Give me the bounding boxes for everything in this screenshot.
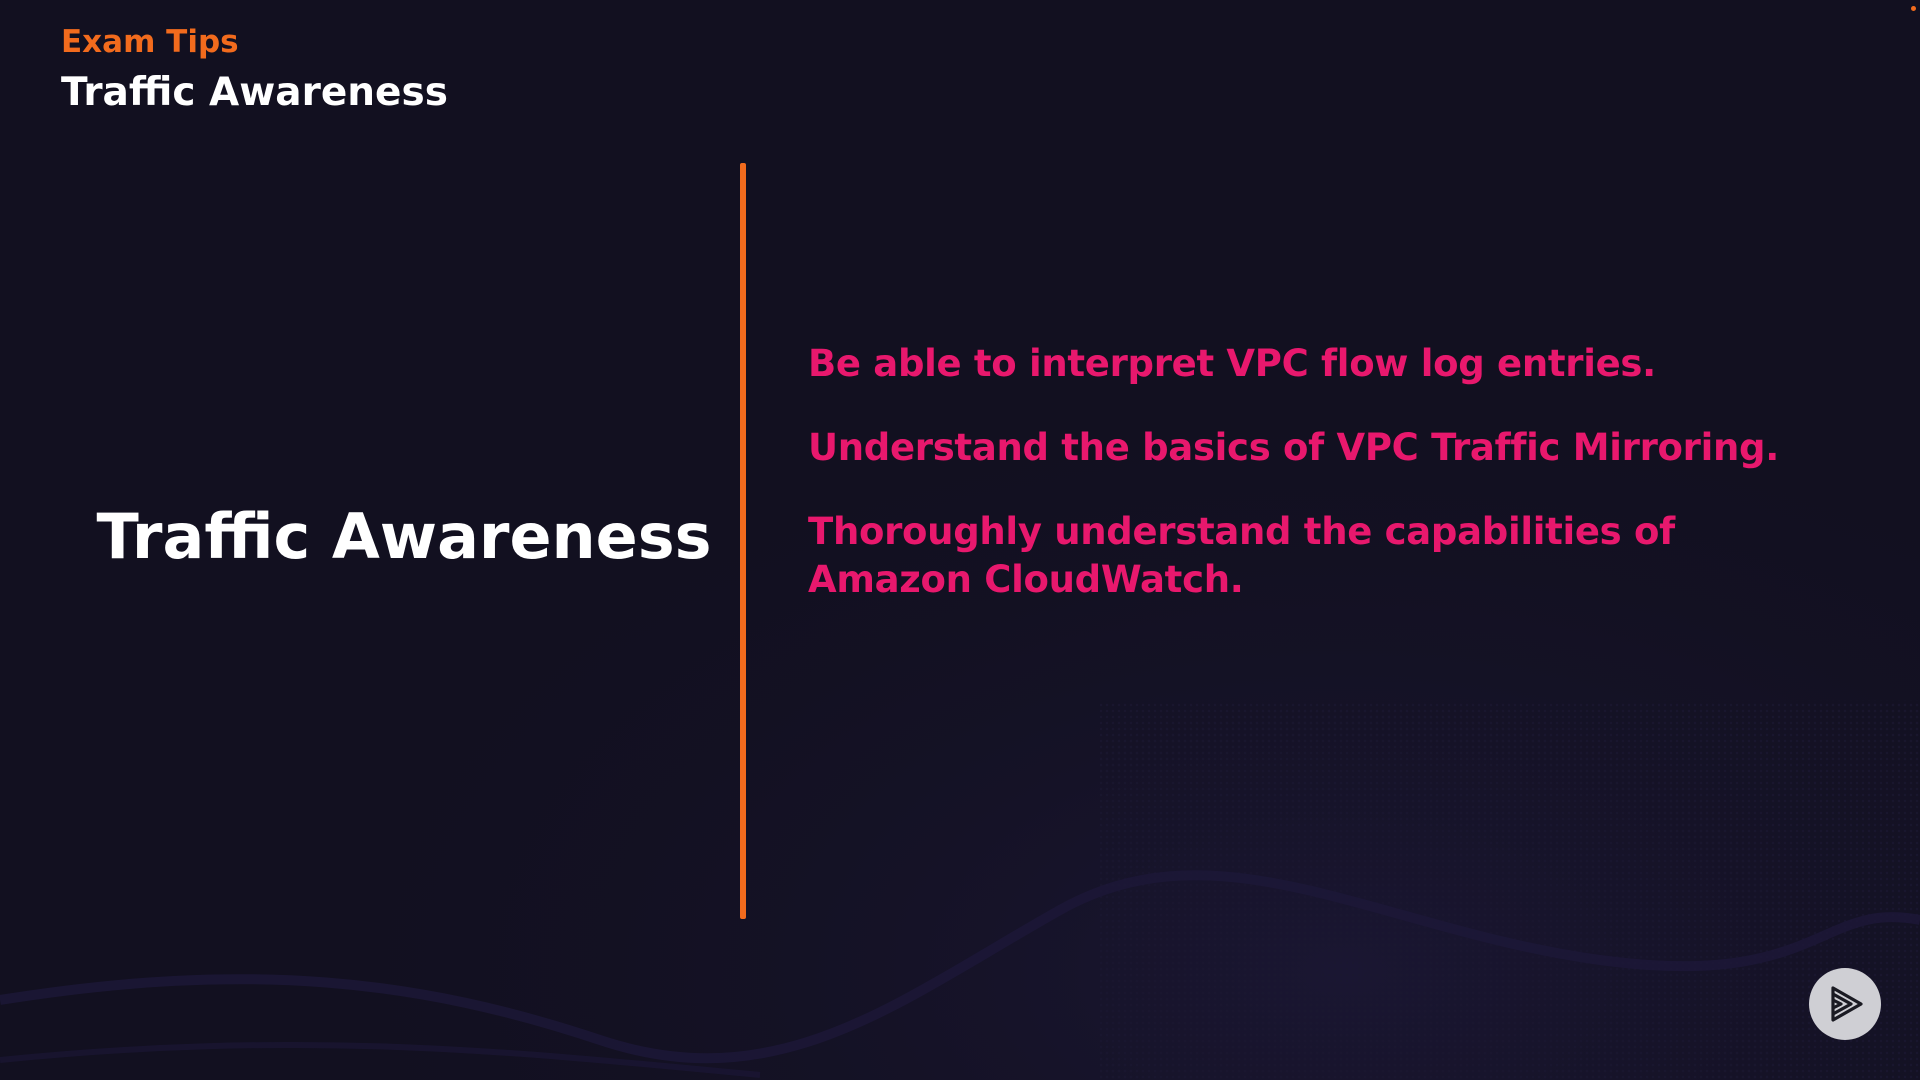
tip-item: Thoroughly understand the capabilities o… (808, 510, 1675, 601)
vertical-divider (740, 163, 746, 919)
corner-indicator (1911, 6, 1916, 11)
slide-title: Traffic Awareness (96, 500, 712, 573)
play-button[interactable] (1809, 968, 1881, 1040)
tips-list: Be able to interpret VPC flow log entrie… (808, 340, 1808, 640)
play-logo-icon (1831, 986, 1863, 1022)
header-title: Traffic Awareness (61, 70, 448, 115)
tip-item: Be able to interpret VPC flow log entrie… (808, 342, 1656, 385)
tip-item: Understand the basics of VPC Traffic Mir… (808, 426, 1779, 469)
section-label: Exam Tips (61, 24, 239, 60)
